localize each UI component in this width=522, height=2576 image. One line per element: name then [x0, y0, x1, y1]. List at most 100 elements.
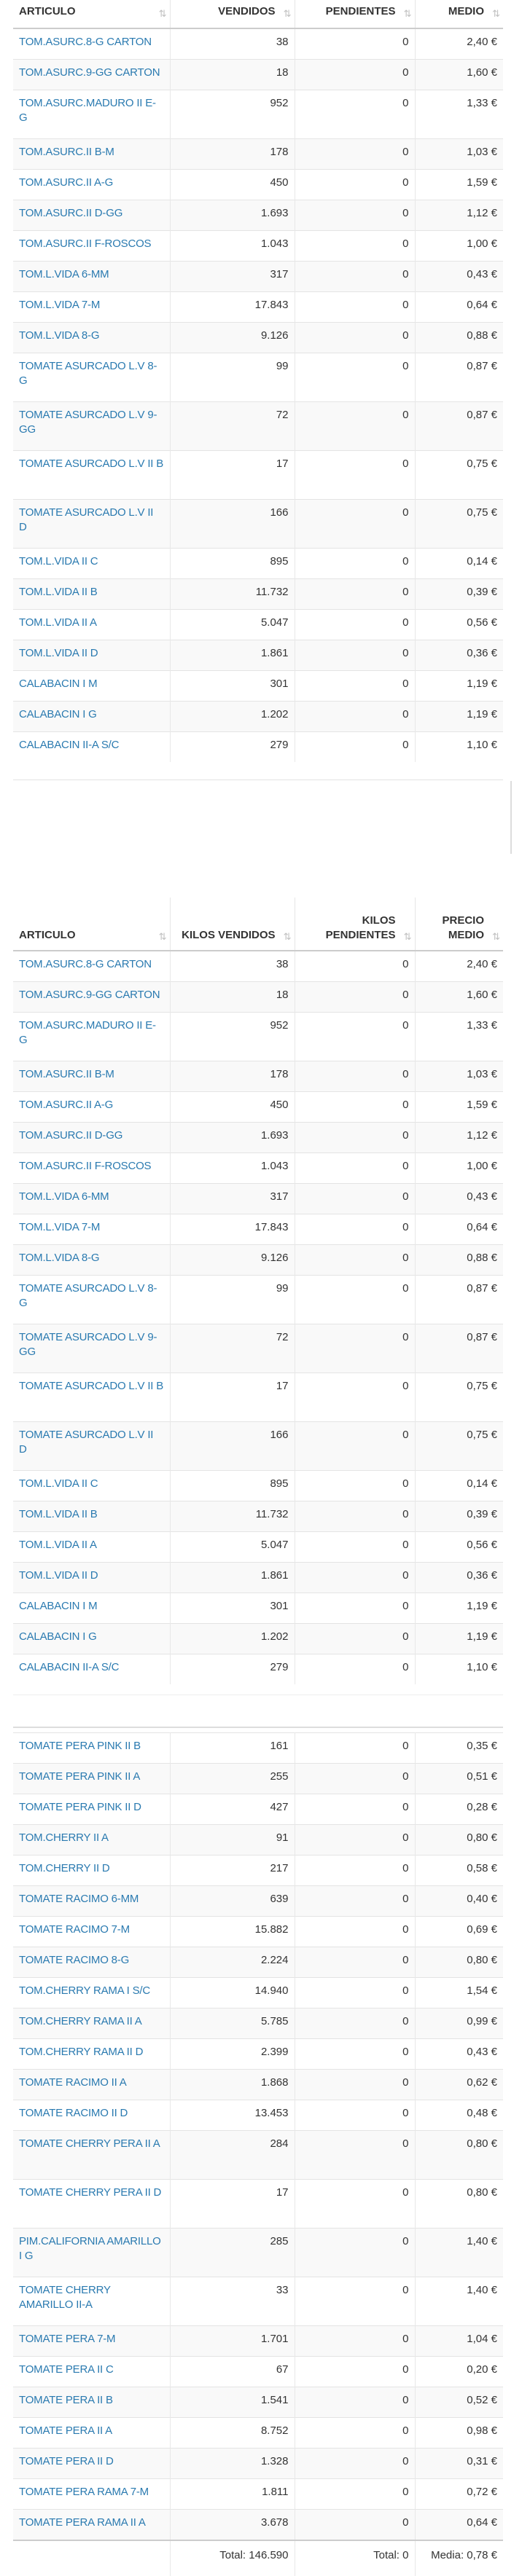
articulo-link[interactable]: TOMATE CHERRY PERA II A	[19, 2137, 160, 2150]
articulo-cell: TOM.L.VIDA 6-MM	[13, 1183, 171, 1214]
articulo-link[interactable]: TOM.L.VIDA II D	[19, 647, 98, 659]
articulo-link[interactable]: TOM.ASURC.II D-GG	[19, 1129, 123, 1142]
column-header-pendientes[interactable]: PENDIENTES ⇅	[295, 0, 416, 29]
sort-icon[interactable]: ⇅	[158, 931, 167, 942]
vendidos-cell: 255	[270, 1770, 289, 1783]
articulo-link[interactable]: TOM.L.VIDA II A	[19, 616, 97, 629]
articulo-link[interactable]: TOMATE PERA PINK II B	[19, 1740, 141, 1752]
articulo-link[interactable]: TOMATE PERA II A	[19, 2424, 112, 2437]
articulo-link[interactable]: TOM.ASURC.MADURO II E-G	[19, 1019, 156, 1046]
articulo-link[interactable]: TOMATE PERA PINK II D	[19, 1801, 141, 1813]
column-header-kilos-pendientes[interactable]: KILOS PENDIENTES ⇅	[295, 898, 416, 951]
articulo-link[interactable]: TOM.CHERRY RAMA II D	[19, 2046, 144, 2058]
articulo-link[interactable]: TOM.L.VIDA 8-G	[19, 1252, 100, 1264]
articulo-link[interactable]: TOM.ASURC.II A-G	[19, 1099, 114, 1111]
articulo-link[interactable]: TOM.ASURC.8-G CARTON	[19, 36, 152, 48]
precio-medio-cell: 0,51 €	[415, 1763, 503, 1794]
column-header-medio[interactable]: MEDIO ⇅	[415, 0, 503, 29]
articulo-link[interactable]: TOM.ASURC.II B-M	[19, 146, 114, 158]
articulo-link[interactable]: CALABACIN II-A S/C	[19, 739, 120, 751]
pendientes-cell: 0	[295, 1324, 416, 1373]
articulo-link[interactable]: TOM.L.VIDA 6-MM	[19, 1190, 109, 1203]
sort-icon[interactable]: ⇅	[403, 931, 412, 942]
articulo-link[interactable]: TOM.ASURC.9-GG CARTON	[19, 66, 160, 79]
column-header-precio-medio[interactable]: PRECIO MEDIO ⇅	[415, 898, 503, 951]
articulo-link[interactable]: TOMATE PERA PINK II A	[19, 1770, 141, 1783]
articulo-link[interactable]: TOM.ASURC.II D-GG	[19, 207, 123, 219]
articulo-link[interactable]: TOMATE RACIMO 7-M	[19, 1923, 130, 1936]
sort-icon[interactable]: ⇅	[492, 8, 500, 19]
column-header-articulo[interactable]: ARTICULO ⇅	[13, 0, 171, 29]
vendidos-cell: 895	[270, 1477, 289, 1490]
articulo-link[interactable]: TOM.ASURC.9-GG CARTON	[19, 989, 160, 1001]
articulo-link[interactable]: TOM.L.VIDA II A	[19, 1539, 97, 1551]
column-header-articulo[interactable]: ARTICULO ⇅	[13, 898, 171, 951]
articulo-cell: CALABACIN I M	[13, 670, 171, 702]
sort-icon[interactable]: ⇅	[283, 8, 292, 19]
articulo-link[interactable]: TOM.L.VIDA 7-M	[19, 299, 101, 311]
articulo-link[interactable]: TOMATE RACIMO 8-G	[19, 1954, 130, 1966]
precio-medio-cell: 1,10 €	[415, 1654, 503, 1684]
articulo-link[interactable]: TOMATE ASURCADO L.V 9-GG	[19, 409, 157, 436]
articulo-link[interactable]: TOM.ASURC.II B-M	[19, 1068, 114, 1080]
articulo-link[interactable]: CALABACIN I G	[19, 708, 97, 720]
sales-table: ARTICULO ⇅ KILOS VENDIDOS ⇅ KILOS PENDIENT…	[13, 898, 503, 1684]
precio-medio-cell: 1,12 €	[415, 1122, 503, 1153]
articulo-link[interactable]: TOMATE CHERRY AMARILLO II-A	[19, 2284, 111, 2311]
articulo-link[interactable]: TOM.CHERRY II D	[19, 1862, 110, 1874]
articulo-link[interactable]: TOM.L.VIDA II B	[19, 1508, 98, 1520]
articulo-link[interactable]: TOM.L.VIDA II C	[19, 555, 98, 568]
articulo-link[interactable]: TOMATE RACIMO 6-MM	[19, 1893, 139, 1905]
articulo-link[interactable]: TOMATE CHERRY PERA II D	[19, 2186, 162, 2199]
pendientes-cell: 0	[402, 207, 409, 219]
articulo-link[interactable]: TOM.L.VIDA 8-G	[19, 329, 100, 342]
pendientes-cell: 0	[295, 1916, 416, 1947]
articulo-link[interactable]: TOM.ASURC.MADURO II E-G	[19, 97, 156, 124]
articulo-link[interactable]: TOMATE ASURCADO L.V 8-G	[19, 1282, 157, 1309]
articulo-link[interactable]: TOMATE PERA II C	[19, 2363, 114, 2376]
articulo-link[interactable]: TOM.ASURC.8-G CARTON	[19, 958, 152, 970]
articulo-link[interactable]: CALABACIN I M	[19, 678, 98, 690]
column-header-kilos-vendidos[interactable]: KILOS VENDIDOS ⇅	[170, 898, 295, 951]
articulo-link[interactable]: TOM.CHERRY RAMA II A	[19, 2015, 142, 2027]
sort-icon[interactable]: ⇅	[158, 8, 167, 19]
articulo-link[interactable]: TOM.CHERRY II A	[19, 1831, 109, 1844]
articulo-link[interactable]: TOMATE ASURCADO L.V II B	[19, 458, 164, 470]
articulo-link[interactable]: TOMATE PERA RAMA II A	[19, 2516, 146, 2529]
articulo-link[interactable]: PIM.CALIFORNIA AMARILLO I G	[19, 2235, 161, 2262]
articulo-link[interactable]: TOM.L.VIDA II C	[19, 1477, 98, 1490]
sort-icon[interactable]: ⇅	[403, 8, 412, 19]
articulo-link[interactable]: TOM.CHERRY RAMA I S/C	[19, 1984, 151, 1997]
articulo-cell: TOM.ASURC.8-G CARTON	[13, 28, 171, 60]
articulo-link[interactable]: TOMATE ASURCADO L.V 8-G	[19, 360, 157, 387]
sort-icon[interactable]: ⇅	[492, 931, 500, 942]
articulo-link[interactable]: TOMATE PERA II B	[19, 2394, 113, 2406]
vendidos-cell: 13.453	[254, 2107, 289, 2119]
precio-medio-cell: 0,99 €	[415, 2008, 503, 2039]
articulo-link[interactable]: CALABACIN II-A S/C	[19, 1661, 120, 1673]
articulo-link[interactable]: TOM.L.VIDA 6-MM	[19, 268, 109, 280]
articulo-link[interactable]: TOM.ASURC.II A-G	[19, 176, 114, 189]
articulo-link[interactable]: CALABACIN I G	[19, 1630, 97, 1643]
articulo-link[interactable]: TOMATE PERA RAMA 7-M	[19, 2486, 149, 2498]
articulo-link[interactable]: TOM.L.VIDA II B	[19, 586, 98, 598]
vendidos-cell: 2.224	[170, 1947, 295, 1978]
column-header-vendidos[interactable]: VENDIDOS ⇅	[170, 0, 295, 29]
sort-icon[interactable]: ⇅	[283, 931, 292, 942]
precio-medio-cell: 0,80 €	[467, 1954, 497, 1966]
articulo-link[interactable]: TOMATE ASURCADO L.V 9-GG	[19, 1331, 157, 1358]
articulo-link[interactable]: TOM.ASURC.II F-ROSCOS	[19, 237, 152, 250]
articulo-link[interactable]: TOMATE PERA II D	[19, 2455, 114, 2467]
articulo-link[interactable]: TOM.L.VIDA 7-M	[19, 1221, 101, 1233]
articulo-link[interactable]: TOMATE RACIMO II A	[19, 2076, 127, 2089]
articulo-link[interactable]: TOM.L.VIDA II D	[19, 1569, 98, 1582]
articulo-link[interactable]: CALABACIN I M	[19, 1600, 98, 1612]
articulo-link[interactable]: TOMATE PERA 7-M	[19, 2333, 116, 2345]
articulo-link[interactable]: TOMATE ASURCADO L.V II D	[19, 1429, 154, 1456]
total-vendidos: Total: 146.590	[170, 2540, 295, 2576]
articulo-link[interactable]: TOMATE ASURCADO L.V II D	[19, 506, 154, 533]
articulo-link[interactable]: TOMATE ASURCADO L.V II B	[19, 1380, 164, 1392]
table-row: TOM.L.VIDA 7-M 17.843 0 0,64 €	[13, 291, 503, 323]
articulo-link[interactable]: TOM.ASURC.II F-ROSCOS	[19, 1160, 152, 1172]
articulo-link[interactable]: TOMATE RACIMO II D	[19, 2107, 128, 2119]
